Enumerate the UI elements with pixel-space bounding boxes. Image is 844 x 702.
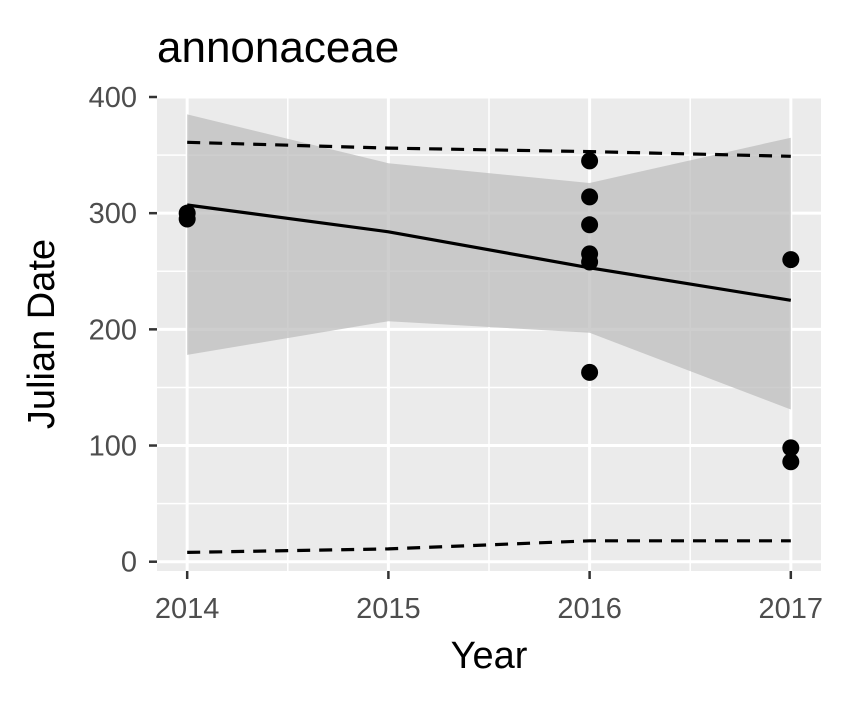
lines-layer bbox=[186, 140, 792, 554]
y-tick-label: 100 bbox=[89, 431, 137, 463]
y-tick-label: 200 bbox=[89, 314, 137, 346]
chart-title: annonaceae bbox=[157, 23, 399, 72]
data-point bbox=[581, 253, 599, 271]
points-layer bbox=[178, 152, 800, 471]
y-tick-label: 300 bbox=[89, 198, 137, 230]
data-point bbox=[581, 363, 599, 381]
axes-layer: 2014 2015 2016 2017 0 100 200 300 400 bbox=[89, 82, 823, 625]
confidence-band bbox=[187, 114, 791, 410]
x-tick-label: 2015 bbox=[356, 593, 421, 625]
data-point bbox=[782, 251, 800, 269]
y-axis-title: Julian Date bbox=[21, 239, 63, 429]
x-tick-label: 2017 bbox=[759, 593, 824, 625]
data-point bbox=[581, 188, 599, 206]
fit-line bbox=[186, 203, 792, 302]
data-point bbox=[782, 439, 800, 457]
confidence-band-layer bbox=[187, 114, 791, 410]
data-point bbox=[178, 210, 196, 228]
lower-dashed-line bbox=[187, 539, 791, 554]
upper-dashed-line bbox=[187, 140, 791, 158]
x-tick-label: 2016 bbox=[557, 593, 622, 625]
data-point bbox=[782, 453, 800, 471]
data-point bbox=[581, 216, 599, 234]
data-point bbox=[581, 152, 599, 170]
x-axis-title: Year bbox=[451, 635, 528, 677]
y-tick-label: 0 bbox=[121, 547, 137, 579]
y-tick-label: 400 bbox=[89, 82, 137, 114]
x-tick-label: 2014 bbox=[155, 593, 220, 625]
